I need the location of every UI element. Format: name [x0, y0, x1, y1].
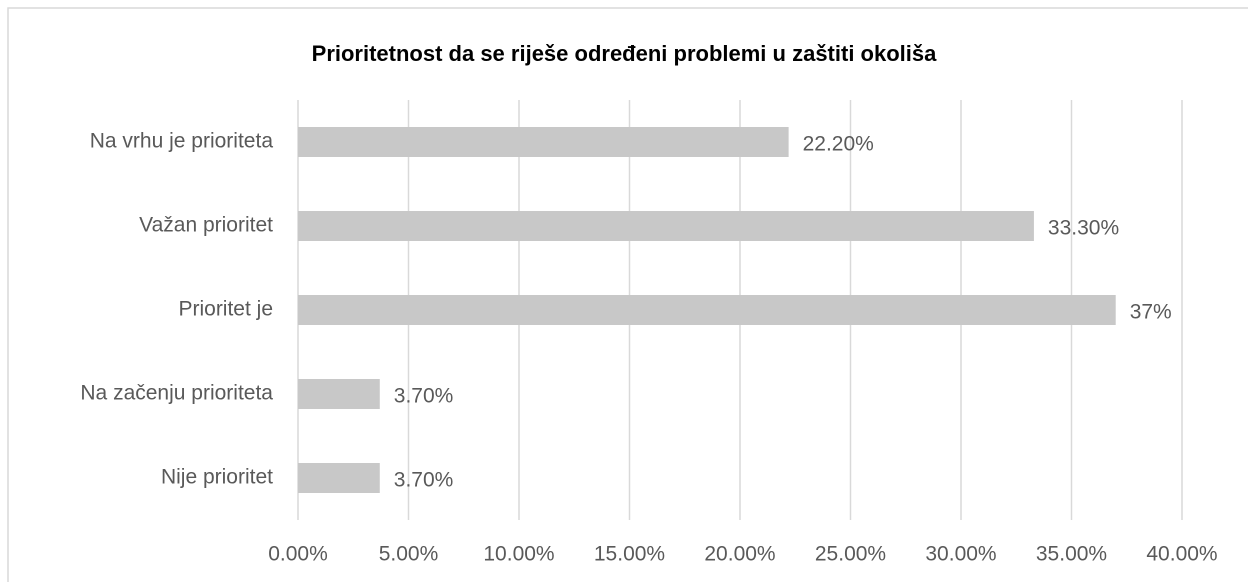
bar: [298, 463, 380, 493]
data-label: 3.70%: [394, 469, 454, 492]
data-label: 33.30%: [1048, 217, 1119, 240]
y-tick-label: Važan prioritet: [139, 214, 273, 237]
data-label: 22.20%: [803, 133, 874, 156]
bar: [298, 211, 1034, 241]
x-tick-label: 20.00%: [704, 543, 775, 566]
x-tick-label: 5.00%: [379, 543, 439, 566]
bar: [298, 127, 789, 157]
chart-title: Prioritetnost da se riješe određeni prob…: [312, 41, 937, 66]
x-tick-label: 25.00%: [815, 543, 886, 566]
y-tick-label: Nije prioritet: [161, 466, 273, 489]
x-tick-label: 0.00%: [268, 543, 328, 566]
x-tick-label: 15.00%: [594, 543, 665, 566]
x-tick-label: 40.00%: [1146, 543, 1217, 566]
x-tick-label: 10.00%: [483, 543, 554, 566]
y-tick-label: Na vrhu je prioriteta: [90, 130, 274, 153]
chart-border: [7, 7, 1248, 582]
y-tick-label: Prioritet je: [178, 298, 273, 321]
x-tick-label: 30.00%: [925, 543, 996, 566]
y-tick-label: Na začenju prioriteta: [80, 382, 273, 405]
bar: [298, 379, 380, 409]
x-tick-label: 35.00%: [1036, 543, 1107, 566]
bar: [298, 295, 1116, 325]
data-label: 3.70%: [394, 385, 454, 408]
data-label: 37%: [1130, 301, 1172, 324]
